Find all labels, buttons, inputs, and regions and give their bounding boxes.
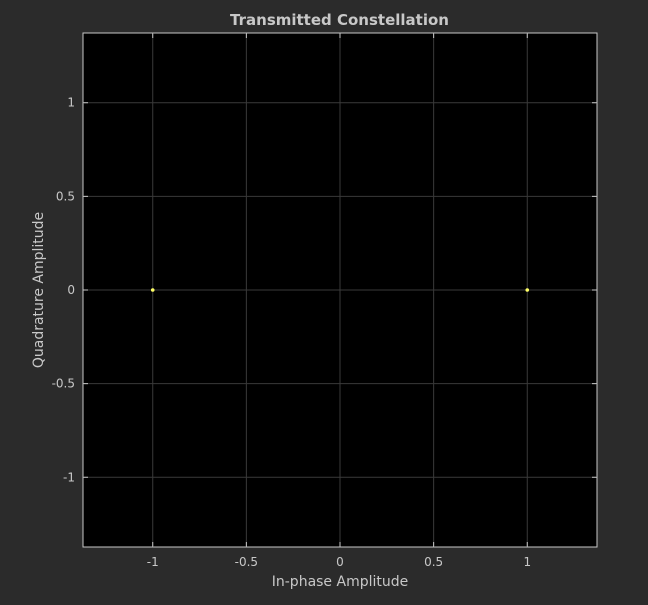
x-tick-label: 0 [336,555,344,569]
y-axis-label: Quadrature Amplitude [31,212,47,368]
x-tick-label: 1 [523,555,531,569]
constellation-point [150,288,155,292]
constellation-point [525,288,530,292]
y-tick-label: 0 [67,283,75,297]
y-tick-label: -0.5 [52,377,75,391]
grid-lines [83,33,597,547]
y-tick-label: 0.5 [56,189,75,203]
x-axis-label: In-phase Amplitude [272,574,409,590]
constellation-points [150,288,530,292]
x-tick-label: -0.5 [235,555,258,569]
chart-title: Transmitted Constellation [230,11,449,29]
x-tick-label: -1 [147,555,159,569]
x-tick-label: 0.5 [424,555,443,569]
y-tick-label: -1 [63,470,75,484]
axis-ticks: -1 -0.5 0 0.5 1 -1 -0.5 0 0.5 1 [52,33,597,569]
y-tick-label: 1 [67,96,75,110]
